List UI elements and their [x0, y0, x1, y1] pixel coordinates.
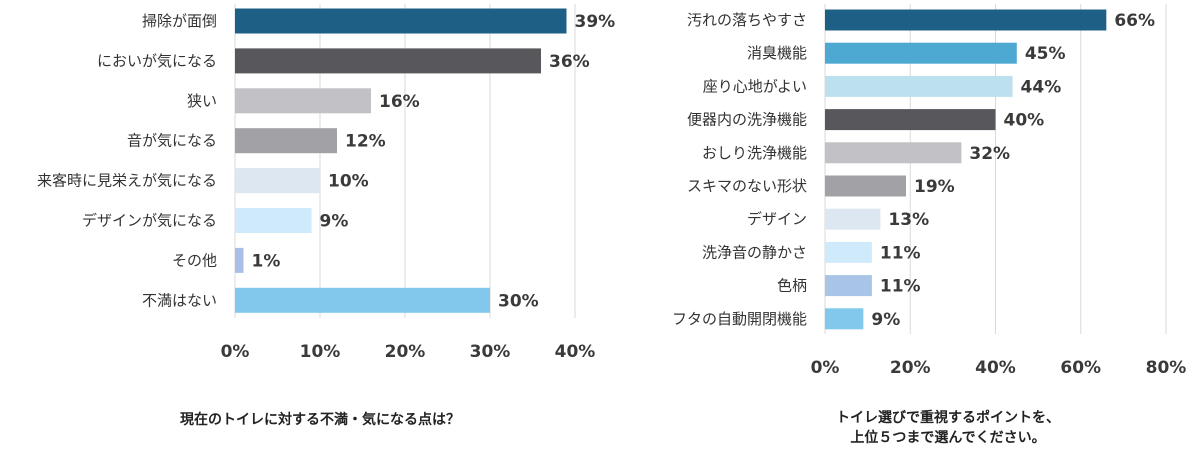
category-label: 不満はない: [142, 291, 217, 309]
value-label: 9%: [320, 212, 349, 232]
chart-selection-points: 汚れの落ちやすさ 66% 消臭機能 45% 座り心地がよい 44% 便器内の洗浄機能 40% お…: [672, 4, 1186, 446]
bar: [235, 48, 541, 74]
chart-title: 現在のトイレに対する不満・気になる点は？: [180, 411, 460, 428]
category-label: 洗浄音の静かさ: [702, 243, 807, 261]
bar: [235, 168, 320, 194]
bar: [825, 109, 996, 131]
category-label: 掃除が面倒: [142, 12, 217, 30]
category-label: 来客時に見栄えが気になる: [37, 172, 217, 190]
category-label: 消臭機能: [747, 44, 807, 62]
chart-title: 上位５つまで選んでください。: [850, 429, 1045, 446]
value-label: 11%: [880, 277, 921, 297]
bar: [235, 287, 490, 313]
bar: [825, 241, 872, 263]
tick-label: 20%: [890, 358, 931, 378]
category-label: 色柄: [777, 277, 807, 295]
value-label: 30%: [498, 291, 539, 311]
bar: [235, 88, 371, 114]
value-label: 36%: [549, 52, 590, 72]
bar: [825, 9, 1107, 31]
value-label: 9%: [871, 310, 900, 330]
category-label: 便器内の洗浄機能: [687, 111, 807, 129]
category-label: デザインが気になる: [82, 212, 217, 230]
value-label: 12%: [345, 132, 386, 152]
bar: [825, 308, 864, 330]
category-label: おしり洗浄機能: [702, 144, 807, 162]
tick-label: 0%: [811, 358, 840, 378]
bar: [235, 247, 244, 273]
bar: [825, 275, 872, 297]
category-label: スキマのない形状: [687, 177, 807, 195]
category-label: 狭い: [187, 92, 217, 110]
tick-label: 30%: [470, 342, 511, 362]
category-label: 音が気になる: [127, 132, 217, 150]
bar: [235, 128, 337, 154]
category-label: フタの自動開閉機能: [672, 310, 807, 328]
category-label: 座り心地がよい: [703, 77, 807, 95]
value-label: 11%: [880, 243, 921, 263]
value-label: 19%: [914, 177, 955, 197]
bar: [825, 175, 906, 197]
category-label: においが気になる: [97, 52, 217, 70]
value-label: 16%: [379, 92, 420, 112]
bar: [825, 42, 1017, 64]
tick-label: 10%: [300, 342, 341, 362]
category-label: 汚れの落ちやすさ: [687, 11, 807, 29]
tick-label: 0%: [221, 342, 250, 362]
chart-dissatisfaction: 掃除が面倒 39% においが気になる 36% 狭い 16% 音が気になる 12% 来客時に見栄え…: [37, 4, 615, 428]
value-label: 45%: [1025, 44, 1066, 64]
bar: [825, 142, 962, 164]
value-label: 32%: [969, 144, 1010, 164]
value-label: 66%: [1114, 11, 1155, 31]
value-label: 40%: [1004, 111, 1045, 131]
bar: [825, 208, 881, 230]
category-label: その他: [172, 251, 217, 269]
value-label: 44%: [1021, 77, 1062, 97]
tick-label: 60%: [1060, 358, 1101, 378]
chart-title: トイレ選びで重視するポイントを、: [836, 409, 1060, 426]
tick-label: 20%: [385, 342, 426, 362]
bar: [235, 208, 312, 233]
value-label: 39%: [575, 12, 616, 32]
bar: [825, 75, 1013, 97]
tick-label: 40%: [555, 342, 596, 362]
category-label: デザイン: [747, 210, 807, 228]
tick-label: 40%: [975, 358, 1016, 378]
value-label: 10%: [328, 172, 369, 192]
value-label: 13%: [888, 210, 929, 230]
bar: [235, 8, 567, 34]
tick-label: 80%: [1146, 358, 1187, 378]
value-label: 1%: [252, 251, 281, 271]
